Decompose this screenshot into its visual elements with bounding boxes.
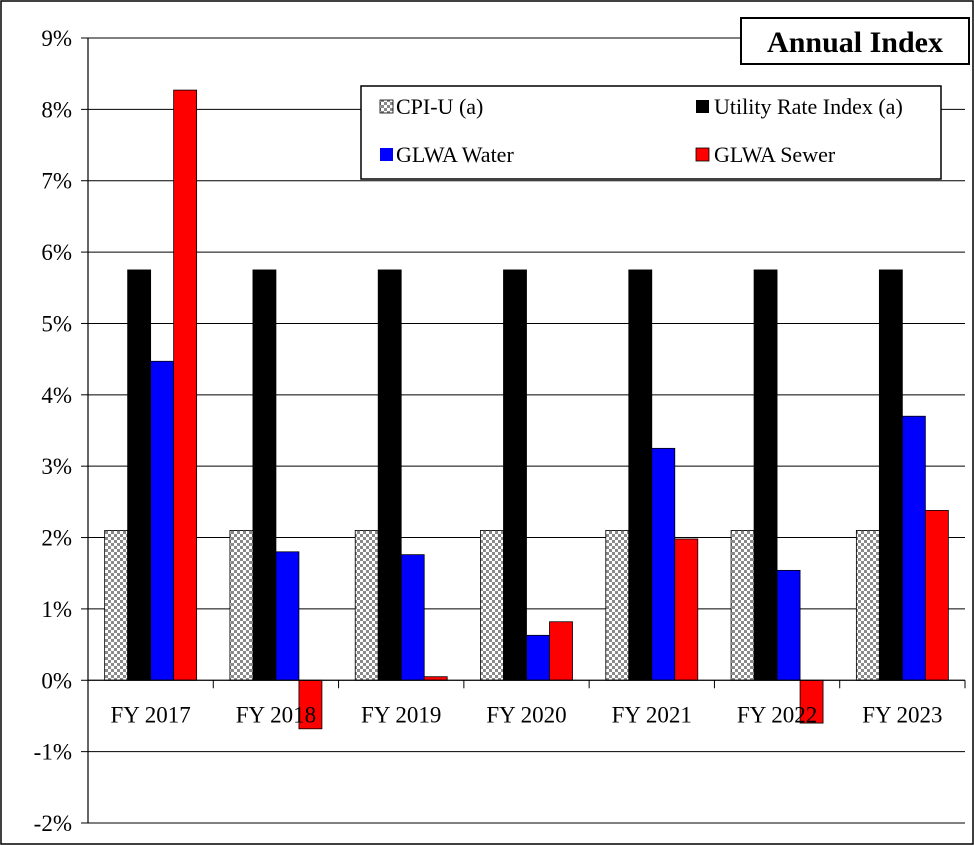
utility-bar: [252, 269, 277, 681]
legend: CPI-U (a) Utility Rate Index (a) GLWA Wa…: [360, 85, 942, 180]
y-axis-tick-labels: 9% 8% 7% 6% 5% 4% 3% 2% 1% 0% -1% -2%: [34, 26, 72, 836]
y-tick-label: 2%: [41, 526, 72, 551]
y-tick-label: 9%: [41, 26, 72, 51]
y-tick-label: 5%: [41, 311, 72, 336]
title-text: Annual Index: [767, 26, 943, 59]
y-tick-label: 8%: [41, 97, 72, 122]
y-tick-label: 4%: [41, 383, 72, 408]
x-category-label: FY 2020: [486, 702, 566, 727]
x-category-label: FY 2019: [361, 702, 441, 727]
cpi-bar: [855, 530, 880, 681]
y-tick-label: 1%: [41, 597, 72, 622]
water-bar: [275, 551, 300, 681]
water-bar: [776, 569, 801, 681]
sewer-bar: [173, 89, 198, 681]
y-tick-label: -1%: [34, 740, 72, 765]
chart-title: Annual Index: [740, 17, 970, 65]
legend-label-water: GLWA Water: [396, 142, 514, 167]
x-category-label: FY 2022: [737, 702, 817, 727]
y-tick-label: 7%: [41, 169, 72, 194]
cpi-bar: [354, 530, 379, 681]
cpi-bar: [605, 530, 630, 681]
sewer-bar: [924, 510, 949, 681]
utility-bar: [127, 269, 152, 681]
cpi-bar: [480, 530, 504, 681]
title-box: [740, 17, 970, 65]
y-tick-label: 3%: [41, 454, 72, 479]
x-axis-category-labels: FY 2017 FY 2018 FY 2019 FY 2020 FY 2021 FY 20…: [110, 702, 942, 727]
sewer-bar: [549, 621, 573, 681]
legend-swatch-utility: [696, 100, 709, 113]
utility-bar: [503, 269, 527, 681]
water-bar: [526, 634, 550, 681]
y-tick-label: 6%: [41, 240, 72, 265]
water-bar: [400, 554, 425, 681]
utility-bar: [753, 269, 778, 681]
legend-swatch-sewer: [695, 147, 710, 162]
legend-swatch-cpi: [379, 99, 394, 114]
legend-label-cpi: CPI-U (a): [396, 94, 483, 119]
utility-bar: [377, 269, 402, 681]
utility-bar: [628, 269, 653, 681]
utility-bar: [878, 269, 903, 681]
water-bar: [150, 360, 175, 681]
x-category-label: FY 2021: [612, 702, 692, 727]
water-bar: [901, 415, 926, 681]
bars: [104, 89, 949, 730]
cpi-bar: [104, 530, 129, 681]
x-category-label: FY 2018: [236, 702, 316, 727]
y-tick-label: 0%: [41, 668, 72, 693]
cpi-bar: [229, 530, 254, 681]
legend-swatch-water: [380, 148, 393, 161]
axes: [87, 38, 966, 823]
legend-label-utility: Utility Rate Index (a): [714, 94, 903, 119]
sewer-bar: [674, 538, 699, 681]
cpi-bar: [730, 530, 755, 681]
legend-label-sewer: GLWA Sewer: [714, 142, 836, 167]
x-category-label: FY 2023: [862, 702, 942, 727]
legend-box: [360, 85, 942, 180]
water-bar: [651, 447, 676, 681]
y-tick-label: -2%: [34, 811, 72, 836]
x-category-label: FY 2017: [110, 702, 190, 727]
